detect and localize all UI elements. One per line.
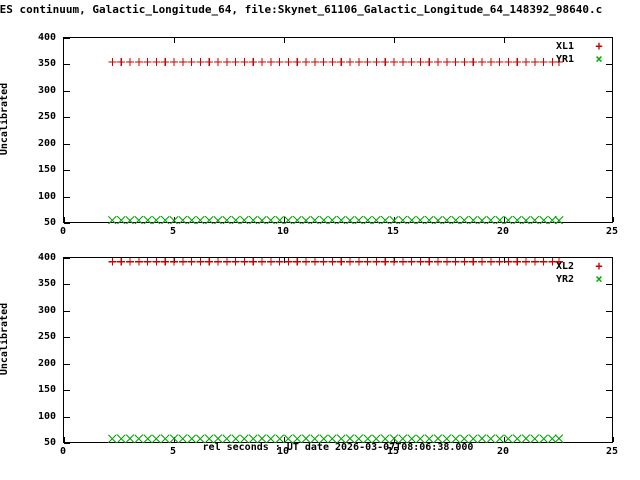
- x-tick-label-20: 20: [496, 226, 510, 237]
- legend-entry-xl2: XL2 +: [455, 260, 610, 273]
- y-axis-tick: [64, 170, 70, 171]
- chart-panel-1: Uncalibrated 400 350 300 250 200 150 100…: [0, 26, 640, 241]
- y-axis-tick: [64, 258, 70, 259]
- y-axis-tick: [606, 311, 612, 312]
- y-axis-tick: [64, 144, 70, 145]
- x-axis-title: rel seconds : UT date 2026-03-07T08:06:3…: [202, 442, 474, 453]
- y-tick-label-50: 50: [43, 217, 56, 228]
- y-axis-tick: [64, 284, 70, 285]
- cross-marker-icon: ×: [595, 272, 603, 286]
- y-axis-tick: [606, 117, 612, 118]
- x-axis-tick: [174, 38, 175, 43]
- x-axis-tick: [174, 258, 175, 263]
- x-tick-label-20: 20: [496, 446, 510, 457]
- y-tick-label-250: 250: [37, 331, 56, 342]
- x-tick-label-0: 0: [59, 446, 67, 457]
- cross-marker-icon: ×: [595, 52, 603, 66]
- y-tick-label-150: 150: [37, 384, 56, 395]
- y-axis-tick: [606, 417, 612, 418]
- legend-entry-yr2: YR2 ×: [455, 273, 610, 286]
- legend-label-yr2: YR2: [555, 274, 574, 285]
- x-axis-tick: [394, 217, 395, 222]
- legend-label-xl2: XL2: [555, 261, 574, 272]
- x-axis-tick: [174, 217, 175, 222]
- legend-2: XL2 + YR2 ×: [455, 260, 610, 286]
- y-axis-tick: [64, 117, 70, 118]
- x-tick-label-5: 5: [169, 226, 177, 237]
- x-axis-tick: [284, 38, 285, 43]
- legend-entry-xl1: XL1 +: [455, 40, 610, 53]
- x-axis-tick: [64, 217, 65, 222]
- y-axis-tick: [606, 337, 612, 338]
- plus-marker-icon: +: [595, 39, 603, 53]
- y-axis-tick: [64, 197, 70, 198]
- x-tick-label-5: 5: [169, 446, 177, 457]
- y-tick-label-300: 300: [37, 305, 56, 316]
- y-tick-label-350: 350: [37, 58, 56, 69]
- y-tick-label-200: 200: [37, 358, 56, 369]
- y-axis-tick: [606, 197, 612, 198]
- chart-panel-2: Uncalibrated 400 350 300 250 200 150 100…: [0, 246, 640, 461]
- y-axis-tick: [606, 170, 612, 171]
- y-tick-label-200: 200: [37, 138, 56, 149]
- x-axis-tick: [504, 217, 505, 222]
- x-axis-tick: [394, 258, 395, 263]
- y-tick-label-50: 50: [43, 437, 56, 448]
- x-tick-label-10: 10: [276, 446, 290, 457]
- x-tick-label-0: 0: [59, 226, 67, 237]
- y-tick-label-400: 400: [37, 32, 56, 43]
- y-axis-tick: [64, 91, 70, 92]
- y-axis-tick: [606, 284, 612, 285]
- y-axis-tick: [64, 38, 70, 39]
- y-tick-label-250: 250: [37, 111, 56, 122]
- y-axis-tick: [64, 390, 70, 391]
- x-tick-label-25: 25: [605, 226, 619, 237]
- plus-marker-icon: +: [595, 259, 603, 273]
- x-tick-label-10: 10: [276, 226, 290, 237]
- y-axis-tick: [64, 223, 70, 224]
- x-axis-tick: [394, 38, 395, 43]
- y-axis-tick: [64, 364, 70, 365]
- legend-1: XL1 + YR1 ×: [455, 40, 610, 66]
- x-tick-label-15: 15: [386, 446, 400, 457]
- y-tick-label-100: 100: [37, 191, 56, 202]
- page-title: RES continuum, Galactic_Longitude_64, fi…: [0, 3, 603, 16]
- x-axis-tick: [504, 258, 505, 263]
- x-tick-label-15: 15: [386, 226, 400, 237]
- x-axis-tick: [504, 38, 505, 43]
- y-axis-tick: [606, 364, 612, 365]
- y-axis-tick: [64, 337, 70, 338]
- y-tick-label-400: 400: [37, 252, 56, 263]
- y-tick-label-300: 300: [37, 85, 56, 96]
- x-axis-tick: [64, 437, 65, 442]
- y-tick-label-100: 100: [37, 411, 56, 422]
- x-tick-label-25: 25: [605, 446, 619, 457]
- y-axis-tick: [64, 64, 70, 65]
- y-axis-tick: [64, 311, 70, 312]
- x-axis-tick: [284, 217, 285, 222]
- y-axis-tick: [606, 144, 612, 145]
- legend-entry-yr1: YR1 ×: [455, 53, 610, 66]
- y-axis-tick: [606, 91, 612, 92]
- y-axis-tick: [606, 390, 612, 391]
- x-axis-tick: [613, 437, 614, 442]
- y-tick-label-150: 150: [37, 164, 56, 175]
- y-axis-tick: [64, 417, 70, 418]
- legend-label-yr1: YR1: [555, 54, 574, 65]
- y-tick-label-350: 350: [37, 278, 56, 289]
- x-axis-tick: [284, 258, 285, 263]
- y-axis-tick: [64, 443, 70, 444]
- y-axis-tick: [606, 64, 612, 65]
- x-axis-tick: [613, 217, 614, 222]
- legend-label-xl1: XL1: [555, 41, 574, 52]
